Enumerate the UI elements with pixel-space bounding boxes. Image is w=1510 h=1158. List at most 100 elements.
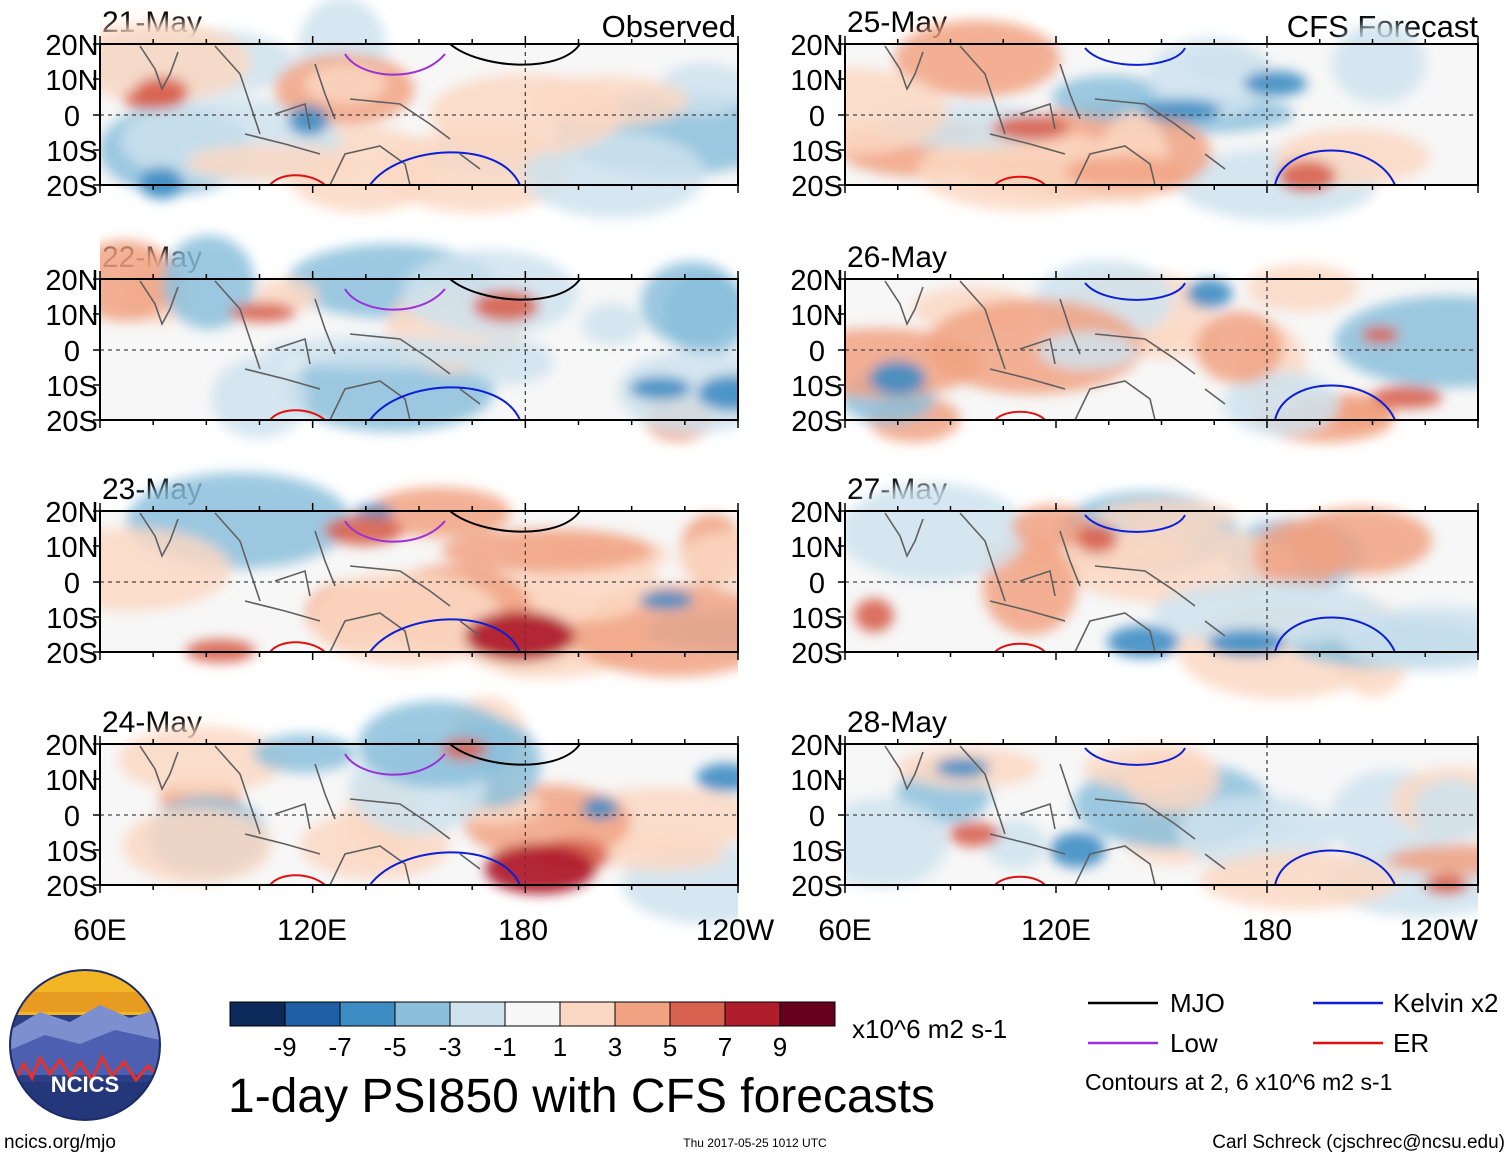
anomaly-peak	[465, 611, 575, 661]
lat-label-1: 10N	[790, 65, 843, 97]
lat-label-2: 0	[64, 101, 80, 133]
anomaly-blob	[100, 528, 231, 612]
anomaly-blob	[982, 540, 1078, 635]
lon-label-left-60e: 60E	[73, 914, 126, 947]
anomaly-blob	[1200, 851, 1399, 910]
anomaly-core	[1186, 279, 1233, 309]
anomaly-blob	[678, 531, 738, 587]
anomaly-core	[581, 797, 619, 820]
colorbar-tick-4: -1	[493, 1032, 516, 1062]
lon-label-left-120e: 120E	[277, 914, 347, 947]
lat-label-2: 0	[64, 336, 80, 368]
anomaly-blob	[1253, 520, 1345, 589]
anomaly-blob	[1387, 844, 1478, 876]
lat-label-3: 10S	[46, 371, 98, 403]
footer-author: Carl Schreck (cjschrec@ncsu.edu)	[1212, 1132, 1505, 1153]
colorbar-swatch-7	[614, 1001, 671, 1027]
lon-label-right-180: 180	[1242, 914, 1292, 947]
lat-label-4: 20S	[46, 638, 98, 670]
anomaly-shading	[100, 235, 738, 442]
lat-label-0: 20N	[790, 265, 843, 297]
colorbar-swatch-5	[504, 1001, 561, 1027]
er-contour	[269, 874, 326, 886]
kelvin-contour	[369, 618, 521, 653]
colorbar-swatch-0	[229, 1001, 286, 1027]
anomaly-blob	[440, 528, 654, 573]
contours	[269, 743, 581, 886]
lat-label-0: 20N	[45, 30, 98, 62]
anomaly-blob	[529, 76, 689, 126]
anomaly-blob	[663, 272, 738, 356]
kelvin-contour	[1084, 514, 1186, 533]
coastline-path	[884, 745, 1226, 886]
colorbar-units: x10^6 m2 s-1	[852, 1014, 1007, 1044]
colorbar: -9 -7 -5 -3 -1 1 3 5 7 9	[229, 1001, 836, 1062]
low-contour	[344, 288, 446, 311]
anomaly-blob	[596, 837, 726, 871]
anomaly-blob	[162, 235, 255, 330]
lat-label-3: 10S	[46, 603, 98, 635]
er-contour	[269, 641, 326, 653]
anomaly-blob	[464, 338, 555, 385]
colorbar-swatch-4	[449, 1001, 506, 1027]
footer-url: ncics.org/mjo	[4, 1132, 116, 1153]
anomaly-core	[1107, 625, 1180, 659]
lon-label-right-120w: 120W	[1400, 914, 1479, 947]
anomaly-core	[134, 76, 189, 106]
low-contour	[344, 53, 446, 76]
colorbar-tick-1: -7	[328, 1032, 351, 1062]
footer-timestamp: Thu 2017-05-25 1012 UTC	[683, 1136, 827, 1150]
anomaly-core	[935, 757, 990, 778]
lat-label-0: 20N	[45, 265, 98, 297]
lat-label-4: 20S	[46, 406, 98, 438]
anomaly-shading	[118, 696, 738, 925]
anomaly-core	[1076, 524, 1118, 554]
coastline-path	[884, 45, 1226, 186]
coastline-path	[139, 45, 481, 186]
legend-label-er: ER	[1393, 1028, 1429, 1058]
colorbar-swatch-8	[669, 1001, 726, 1027]
lon-label-left-180: 180	[498, 914, 548, 947]
lat-label-1: 10N	[45, 65, 98, 97]
kelvin-contour	[1084, 47, 1186, 66]
lat-label-1: 10N	[790, 300, 843, 332]
anomaly-core	[324, 515, 403, 546]
anomaly-blob	[523, 132, 706, 219]
colorbar-tick-0: -9	[273, 1032, 296, 1062]
colorbar-tick-8: 7	[718, 1032, 732, 1062]
coastline-path	[139, 512, 481, 653]
anomaly-blob	[845, 67, 948, 155]
kelvin-contour-south	[1274, 849, 1396, 886]
anomaly-blob	[845, 483, 1028, 582]
lat-label-2: 0	[64, 568, 80, 600]
colorbar-swatch-3	[394, 1001, 451, 1027]
anomaly-blob	[1184, 47, 1271, 86]
lat-label-3: 10S	[46, 836, 98, 868]
coastline-path	[139, 280, 481, 421]
observed-label: Observed	[602, 9, 736, 44]
anomaly-core	[473, 290, 539, 323]
lat-label-1: 10N	[45, 300, 98, 332]
lat-label-1: 10N	[790, 532, 843, 564]
coastlines	[884, 45, 1226, 186]
lat-label-1: 10N	[45, 532, 98, 564]
mjo-contour	[449, 510, 581, 533]
anomaly-blob	[1413, 778, 1478, 843]
anomaly-shading	[845, 259, 1478, 443]
mjo-contour	[449, 43, 581, 66]
anomaly-blob	[1064, 155, 1183, 189]
low-contour	[344, 520, 446, 543]
coastline-path	[884, 512, 1226, 653]
lat-label-4: 20S	[791, 871, 843, 903]
coastlines	[884, 512, 1226, 653]
lat-label-0: 20N	[45, 497, 98, 529]
anomaly-core	[441, 738, 488, 760]
anomaly-blob	[211, 356, 307, 439]
anomaly-core	[629, 376, 691, 400]
anomaly-blob	[253, 733, 355, 773]
contours	[994, 514, 1396, 653]
